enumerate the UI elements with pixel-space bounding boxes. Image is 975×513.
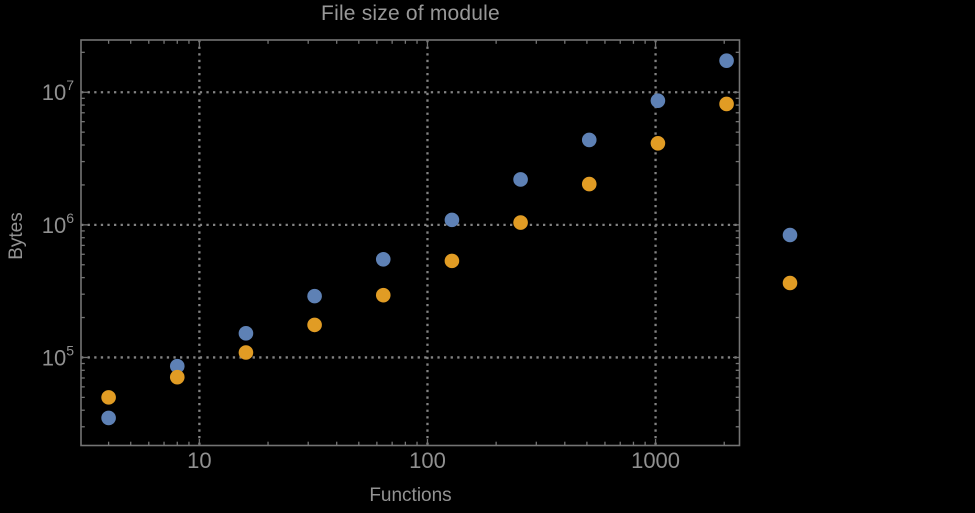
data-point-series-blue bbox=[238, 326, 254, 341]
data-point-series-blue bbox=[650, 93, 666, 108]
data-point-series-blue bbox=[307, 288, 322, 304]
data-point-series-blue bbox=[101, 410, 116, 426]
data-point-series-orange bbox=[307, 317, 322, 333]
data-point-series-orange bbox=[375, 287, 391, 303]
data-point-series-blue bbox=[169, 358, 185, 374]
y-axis-label: Bytes bbox=[6, 212, 27, 260]
y-tick-label: 106 bbox=[42, 210, 74, 238]
plot-frame bbox=[80, 39, 741, 447]
data-point-series-orange bbox=[101, 390, 116, 405]
data-point-series-blue bbox=[375, 251, 391, 267]
data-point-series-blue bbox=[513, 172, 528, 187]
data-point-series-blue bbox=[444, 212, 460, 228]
data-point-series-blue bbox=[719, 53, 734, 68]
data-point-series-orange bbox=[238, 345, 254, 360]
x-axis-label: Functions bbox=[369, 485, 452, 506]
y-tick-label: 105 bbox=[42, 342, 74, 370]
legend-marker-blue bbox=[782, 227, 798, 243]
x-tick-label: 10 bbox=[187, 448, 211, 473]
data-point-series-orange bbox=[169, 369, 185, 385]
data-point-series-orange bbox=[650, 136, 666, 151]
data-point-series-orange bbox=[719, 96, 734, 112]
data-point-series-orange bbox=[581, 176, 597, 192]
chart-title: File size of module bbox=[321, 2, 500, 25]
data-point-series-blue bbox=[581, 132, 597, 148]
data-point-series-orange bbox=[444, 253, 460, 269]
x-tick-label: 1000 bbox=[631, 448, 680, 473]
legend-marker-orange bbox=[782, 275, 798, 291]
y-tick-label: 107 bbox=[42, 77, 74, 105]
data-point-series-orange bbox=[513, 215, 528, 230]
x-tick-label: 100 bbox=[409, 448, 446, 473]
